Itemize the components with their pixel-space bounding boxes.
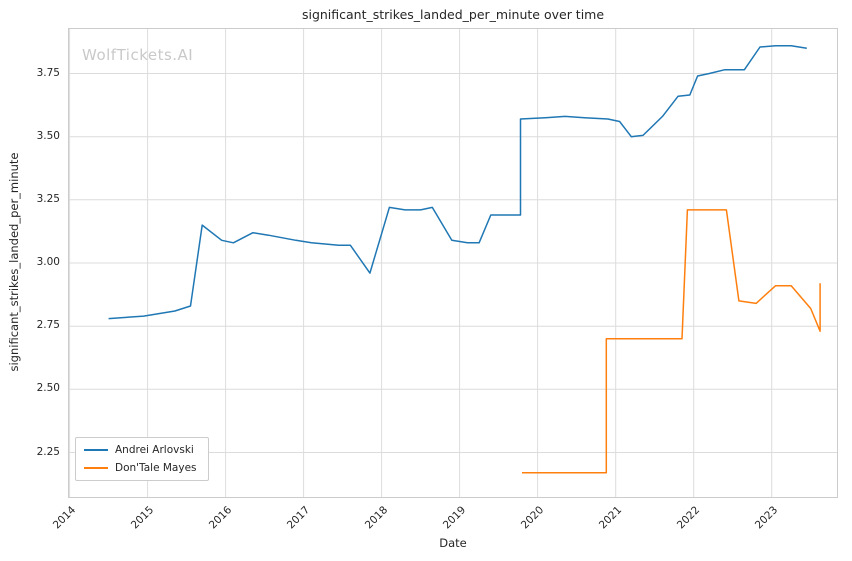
legend: Andrei Arlovski Don'Tale Mayes xyxy=(75,437,209,481)
series-line-0 xyxy=(108,44,807,320)
legend-line-swatch-blue xyxy=(84,449,108,451)
legend-entry-andrei-arlovski: Andrei Arlovski xyxy=(84,444,197,456)
y-tick-label: 2.75 xyxy=(36,319,60,332)
chart-title: significant_strikes_landed_per_minute ov… xyxy=(301,7,605,22)
legend-label-andrei-arlovski: Andrei Arlovski xyxy=(115,444,194,456)
y-tick-label: 2.50 xyxy=(36,382,60,395)
y-axis-label: significant_strikes_landed_per_minute xyxy=(7,152,21,372)
y-tick-label: 3.00 xyxy=(36,256,60,268)
legend-entry-dontale-mayes: Don'Tale Mayes xyxy=(84,462,197,474)
y-tick-label: 3.75 xyxy=(36,66,60,79)
legend-line-swatch-orange xyxy=(84,467,108,469)
x-axis-label: Date xyxy=(439,536,467,550)
series-line-1 xyxy=(522,209,821,474)
y-tick-label: 3.25 xyxy=(36,192,60,205)
y-tick-label: 3.50 xyxy=(36,129,60,142)
plot-border xyxy=(68,28,838,498)
watermark: WolfTickets.AI xyxy=(82,46,194,64)
y-tick-label: 2.25 xyxy=(36,445,60,458)
legend-label-dontale-mayes: Don'Tale Mayes xyxy=(115,462,197,474)
